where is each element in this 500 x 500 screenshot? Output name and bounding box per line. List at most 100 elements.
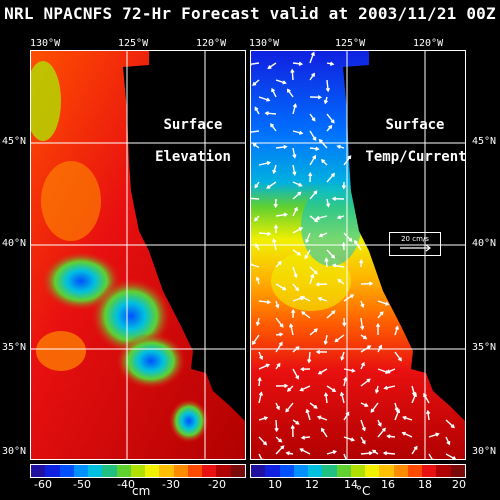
current-vector-head bbox=[298, 61, 304, 66]
current-vector bbox=[292, 181, 302, 187]
current-vector-head bbox=[315, 349, 321, 355]
current-vector-head bbox=[330, 119, 335, 124]
current-vector-head bbox=[283, 144, 288, 150]
current-vector-head bbox=[252, 340, 256, 345]
lat-label-35n-left: 35°N bbox=[2, 342, 27, 353]
current-vector-head bbox=[342, 322, 347, 327]
current-vector bbox=[377, 300, 389, 306]
current-vector-head bbox=[345, 411, 350, 416]
current-vector-head bbox=[277, 260, 282, 265]
current-vector-head bbox=[336, 215, 342, 220]
current-vector-head bbox=[255, 321, 260, 327]
temp-label-line1: Surface bbox=[385, 117, 445, 133]
current-vector bbox=[292, 266, 297, 278]
current-vector-head bbox=[298, 130, 304, 135]
current-vector bbox=[309, 52, 315, 64]
current-vector-head bbox=[305, 239, 310, 244]
colorbar-cell bbox=[322, 465, 338, 477]
current-vector-head bbox=[412, 392, 417, 398]
current-vector-head bbox=[266, 97, 271, 102]
current-vector bbox=[333, 264, 345, 268]
current-vector-head bbox=[276, 362, 281, 367]
current-vector-head bbox=[313, 404, 318, 409]
lon-label-120w-right: 120°W bbox=[413, 38, 444, 49]
current-vector-head bbox=[320, 427, 325, 432]
current-vector-head bbox=[299, 448, 304, 452]
temperature-colorbar bbox=[250, 464, 466, 478]
current-vector bbox=[403, 416, 413, 421]
current-vector-head bbox=[331, 196, 336, 201]
current-vector bbox=[304, 249, 311, 259]
elevation-tick: -20 bbox=[208, 478, 226, 491]
current-vector bbox=[387, 368, 396, 373]
current-vector bbox=[384, 385, 396, 389]
current-vector bbox=[309, 266, 318, 275]
current-vector-head bbox=[315, 146, 320, 151]
current-vector bbox=[292, 249, 301, 256]
current-vector-head bbox=[324, 257, 329, 262]
current-vector bbox=[305, 232, 311, 243]
current-vector bbox=[309, 130, 317, 141]
current-vector-head bbox=[312, 154, 317, 160]
current-vector-head bbox=[317, 370, 322, 375]
current-vector bbox=[343, 377, 347, 387]
current-vector-head bbox=[295, 346, 300, 351]
current-vector-head bbox=[366, 378, 371, 383]
current-vector-head bbox=[311, 72, 315, 77]
current-vector-head bbox=[295, 420, 300, 425]
current-vector bbox=[427, 411, 430, 421]
current-vector-head bbox=[328, 124, 333, 129]
colorbar-cell bbox=[450, 465, 466, 477]
temp-label-line2: Temp/Current bbox=[365, 149, 467, 165]
current-vector-head bbox=[318, 138, 323, 143]
current-vector-head bbox=[348, 237, 353, 242]
current-vector-head bbox=[270, 123, 274, 128]
current-vector-head bbox=[323, 392, 329, 397]
current-vector-head bbox=[266, 231, 272, 236]
current-vector-head bbox=[354, 239, 358, 244]
current-vector bbox=[343, 155, 352, 166]
current-vector bbox=[292, 296, 304, 302]
lat-label-40n-left: 40°N bbox=[2, 238, 27, 249]
colorbar-cell bbox=[145, 465, 160, 477]
current-vector-head bbox=[264, 111, 269, 116]
current-vector-head bbox=[258, 391, 264, 396]
current-scale-legend: 20 cm/s bbox=[389, 232, 441, 256]
current-vector bbox=[251, 62, 260, 65]
current-vector-head bbox=[377, 422, 382, 427]
colorbar-cell bbox=[116, 465, 132, 477]
current-vector bbox=[270, 123, 277, 132]
current-vector-head bbox=[351, 368, 356, 373]
lat-label-30n-left: 30°N bbox=[2, 446, 27, 457]
current-vector bbox=[360, 419, 366, 431]
current-vector-head bbox=[371, 449, 377, 454]
colorbar-cell bbox=[265, 465, 281, 477]
colorbar-cell bbox=[45, 465, 61, 477]
current-vector-head bbox=[272, 169, 277, 175]
current-vector bbox=[301, 296, 311, 302]
current-vector bbox=[428, 433, 439, 438]
current-vector-head bbox=[350, 437, 356, 442]
colorbar-cell bbox=[230, 465, 246, 477]
elevation-label-line2: Elevation bbox=[155, 149, 231, 165]
current-vector bbox=[309, 155, 316, 166]
current-vector-head bbox=[266, 161, 272, 166]
current-vector-head bbox=[273, 203, 278, 209]
current-vector-head bbox=[413, 445, 418, 450]
current-vector-head bbox=[367, 345, 372, 350]
current-vector-head bbox=[314, 218, 319, 223]
current-vector-head bbox=[280, 445, 285, 450]
current-vector-head bbox=[284, 383, 289, 388]
current-vector bbox=[445, 419, 455, 428]
current-vector-head bbox=[375, 322, 381, 328]
current-vector-head bbox=[450, 424, 455, 429]
colorbar-cell bbox=[365, 465, 380, 477]
current-vector-head bbox=[343, 376, 348, 382]
lon-label-130w-right: 130°W bbox=[249, 38, 280, 49]
current-vector bbox=[258, 364, 270, 370]
current-vector-head bbox=[320, 159, 325, 164]
current-vector-head bbox=[282, 286, 287, 291]
current-vector-head bbox=[329, 61, 335, 66]
current-vector-head bbox=[257, 376, 262, 382]
current-vector bbox=[271, 88, 277, 98]
